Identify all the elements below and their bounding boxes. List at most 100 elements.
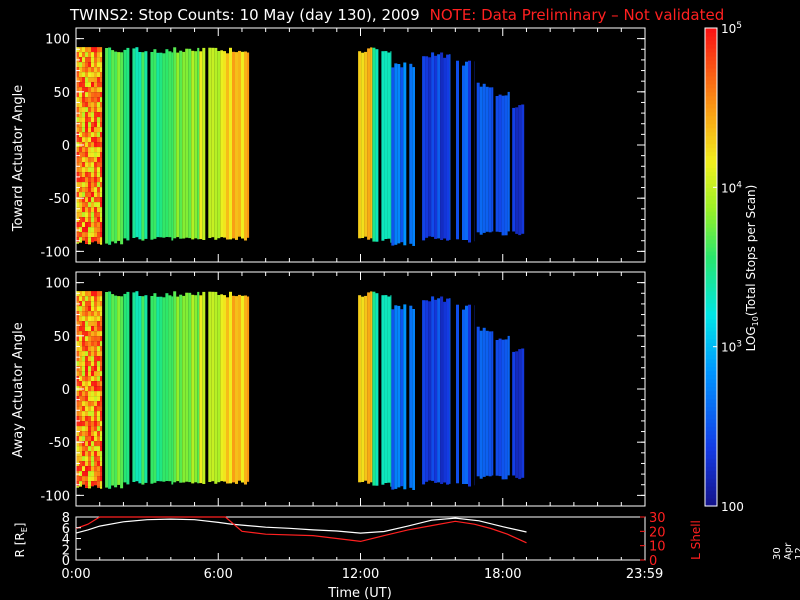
toward-heat-cell xyxy=(97,192,100,198)
away-heat-cell xyxy=(91,321,94,327)
toward-heat-cell xyxy=(91,67,94,73)
away-heat-cell xyxy=(76,351,79,357)
toward-heat-column xyxy=(217,51,221,239)
toward-heat-cell xyxy=(97,142,100,148)
colorbar-swatch xyxy=(705,470,717,475)
time-tick-label: 6:00 xyxy=(204,567,233,582)
colorbar-swatch xyxy=(705,330,717,336)
toward-heat-cell xyxy=(79,172,82,178)
colorbar-swatch xyxy=(705,306,717,312)
away-heat-cell xyxy=(94,441,97,447)
away-heat-cell xyxy=(100,471,103,477)
away-heat-cell xyxy=(100,461,103,467)
toward-segment xyxy=(476,82,494,235)
toward-heat-column xyxy=(123,49,127,239)
away-heat-cell xyxy=(97,461,100,467)
toward-heat-cell xyxy=(79,237,82,243)
toward-heat-cell xyxy=(79,147,82,153)
away-heat-cell xyxy=(76,456,79,462)
colorbar-swatch xyxy=(705,75,717,81)
toward-heat-column xyxy=(105,48,109,244)
toward-heat-cell xyxy=(94,197,97,203)
away-heat-column xyxy=(176,296,180,482)
away-heat-cell xyxy=(88,381,91,387)
toward-heat-cell xyxy=(79,67,82,73)
toward-heat-column xyxy=(132,48,136,239)
away-heat-cell xyxy=(85,476,88,482)
away-heat-cell xyxy=(97,326,100,332)
away-heat-cell xyxy=(76,316,79,322)
away-heat-column xyxy=(217,295,221,483)
away-heat-cell xyxy=(82,376,85,382)
toward-heat-cell xyxy=(94,202,97,208)
toward-heat-cell xyxy=(100,97,103,103)
toward-heat-cell xyxy=(97,147,100,153)
toward-heat-cell xyxy=(100,217,103,223)
colorbar-swatch xyxy=(705,143,717,149)
away-heat-cell xyxy=(100,466,103,472)
away-heat-cell xyxy=(91,326,94,332)
away-heat-cell xyxy=(85,441,88,447)
toward-heat-column xyxy=(364,51,368,237)
away-segment xyxy=(123,291,174,485)
away-heat-cell xyxy=(100,446,103,452)
away-heat-cell xyxy=(88,366,91,372)
away-heat-cell xyxy=(94,316,97,322)
toward-heat-cell xyxy=(91,137,94,143)
away-heat-cell xyxy=(88,371,91,377)
toward-heat-cell xyxy=(94,232,97,238)
toward-heat-cell xyxy=(100,227,103,233)
away-heat-column xyxy=(182,295,186,483)
away-heat-cell xyxy=(94,466,97,472)
away-heat-cell xyxy=(97,466,100,472)
toward-heat-column xyxy=(159,52,163,238)
away-heat-column xyxy=(482,327,486,477)
toward-heat-cell xyxy=(97,77,100,83)
away-heat-cell xyxy=(79,331,82,337)
toward-segment xyxy=(422,52,451,241)
away-segment xyxy=(372,291,392,487)
toward-heat-cell xyxy=(97,112,100,118)
toward-heat-cell xyxy=(100,212,103,218)
away-heat-column xyxy=(194,295,198,483)
toward-heat-cell xyxy=(88,152,91,158)
away-heat-cell xyxy=(82,451,85,457)
toward-heat-cell xyxy=(79,62,82,68)
colorbar-swatch xyxy=(705,442,717,447)
toward-heat-cell xyxy=(82,147,85,153)
toward-heat-column xyxy=(488,87,492,233)
toward-heat-column xyxy=(375,49,379,242)
away-heat-column xyxy=(495,340,499,476)
away-heat-column xyxy=(476,326,480,477)
toward-heat-column xyxy=(117,52,121,241)
toward-heat-cell xyxy=(79,152,82,158)
toward-heat-column xyxy=(468,60,471,243)
away-heat-cell xyxy=(82,306,85,312)
away-heat-column xyxy=(449,298,451,484)
toward-heat-column xyxy=(176,52,180,238)
toward-heat-cell xyxy=(88,97,91,103)
toward-heat-cell xyxy=(94,187,97,193)
colorbar-swatch xyxy=(705,342,717,348)
toward-heat-cell xyxy=(85,172,88,178)
away-heat-column xyxy=(375,293,379,486)
toward-heat-cell xyxy=(82,192,85,198)
away-heat-cell xyxy=(100,316,103,322)
away-heat-cell xyxy=(79,291,82,297)
colorbar: 105 104 103 100 xyxy=(704,21,744,514)
away-heat-cell xyxy=(91,441,94,447)
toward-heat-cell xyxy=(97,172,100,178)
toward-heat-cell xyxy=(100,187,103,193)
toward-heat-cell xyxy=(94,147,97,153)
toward-heat-cell xyxy=(94,62,97,68)
away-heat-cell xyxy=(94,421,97,427)
away-heat-column xyxy=(241,295,244,483)
toward-heat-cell xyxy=(88,162,91,168)
away-heat-column xyxy=(372,291,376,486)
away-heat-cell xyxy=(76,381,79,387)
away-heat-cell xyxy=(79,406,82,412)
away-heat-cell xyxy=(91,411,94,417)
toward-heat-cell xyxy=(82,117,85,123)
away-heat-cell xyxy=(85,306,88,312)
colorbar-swatch xyxy=(705,163,717,169)
